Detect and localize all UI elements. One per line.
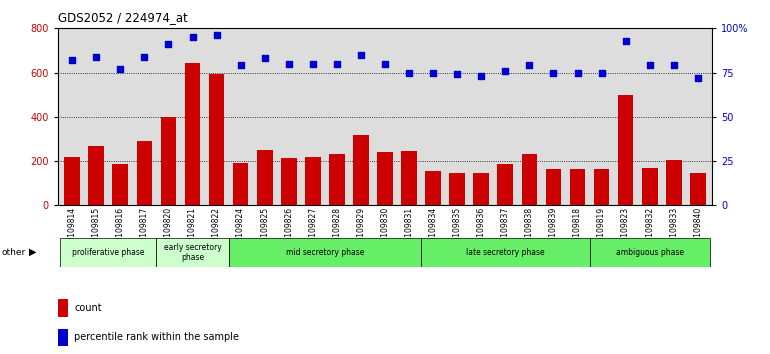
Bar: [257, 150, 273, 205]
Bar: [58, 299, 69, 317]
Text: mid secretory phase: mid secretory phase: [286, 248, 364, 257]
Bar: [450, 173, 465, 205]
Bar: [233, 163, 249, 205]
Bar: [65, 156, 80, 205]
Bar: [89, 145, 104, 205]
Text: proliferative phase: proliferative phase: [72, 248, 145, 257]
Point: [668, 63, 680, 68]
Bar: [136, 141, 152, 205]
Bar: [353, 135, 369, 205]
Point: [475, 73, 487, 79]
Bar: [546, 169, 561, 205]
Bar: [570, 169, 585, 205]
Point: [283, 61, 295, 67]
Bar: [666, 160, 681, 205]
Bar: [161, 117, 176, 205]
Point: [139, 54, 151, 59]
Point: [547, 70, 560, 75]
Point: [162, 41, 175, 47]
Point: [186, 34, 199, 40]
Bar: [377, 152, 393, 205]
Point: [114, 66, 126, 72]
Bar: [474, 172, 489, 205]
Bar: [156, 238, 229, 267]
Point: [355, 52, 367, 58]
Point: [403, 70, 415, 75]
Point: [210, 33, 223, 38]
Point: [66, 57, 79, 63]
Bar: [281, 158, 296, 205]
Point: [234, 63, 246, 68]
Bar: [209, 74, 224, 205]
Point: [330, 61, 343, 67]
Bar: [305, 156, 320, 205]
Text: percentile rank within the sample: percentile rank within the sample: [74, 332, 239, 342]
Text: GDS2052 / 224974_at: GDS2052 / 224974_at: [58, 11, 188, 24]
Bar: [401, 151, 417, 205]
Bar: [590, 238, 710, 267]
Point: [691, 75, 704, 81]
Bar: [229, 238, 421, 267]
Bar: [58, 329, 69, 346]
Point: [571, 70, 584, 75]
Text: count: count: [74, 303, 102, 313]
Point: [306, 61, 319, 67]
Bar: [421, 238, 590, 267]
Point: [524, 63, 536, 68]
Point: [595, 70, 608, 75]
Bar: [521, 154, 537, 205]
Bar: [642, 168, 658, 205]
Text: late secretory phase: late secretory phase: [466, 248, 544, 257]
Bar: [594, 169, 609, 205]
Point: [644, 63, 656, 68]
Bar: [112, 164, 128, 205]
Point: [451, 72, 464, 77]
Bar: [60, 238, 156, 267]
Point: [379, 61, 391, 67]
Bar: [425, 171, 441, 205]
Bar: [497, 164, 513, 205]
Text: ▶: ▶: [29, 247, 37, 257]
Point: [427, 70, 439, 75]
Text: other: other: [2, 248, 25, 257]
Bar: [329, 154, 345, 205]
Point: [499, 68, 511, 74]
Point: [259, 56, 271, 61]
Point: [90, 54, 102, 59]
Bar: [185, 63, 200, 205]
Bar: [618, 95, 634, 205]
Bar: [690, 173, 705, 205]
Text: ambiguous phase: ambiguous phase: [616, 248, 684, 257]
Point: [619, 38, 631, 44]
Text: early secretory
phase: early secretory phase: [163, 242, 222, 262]
